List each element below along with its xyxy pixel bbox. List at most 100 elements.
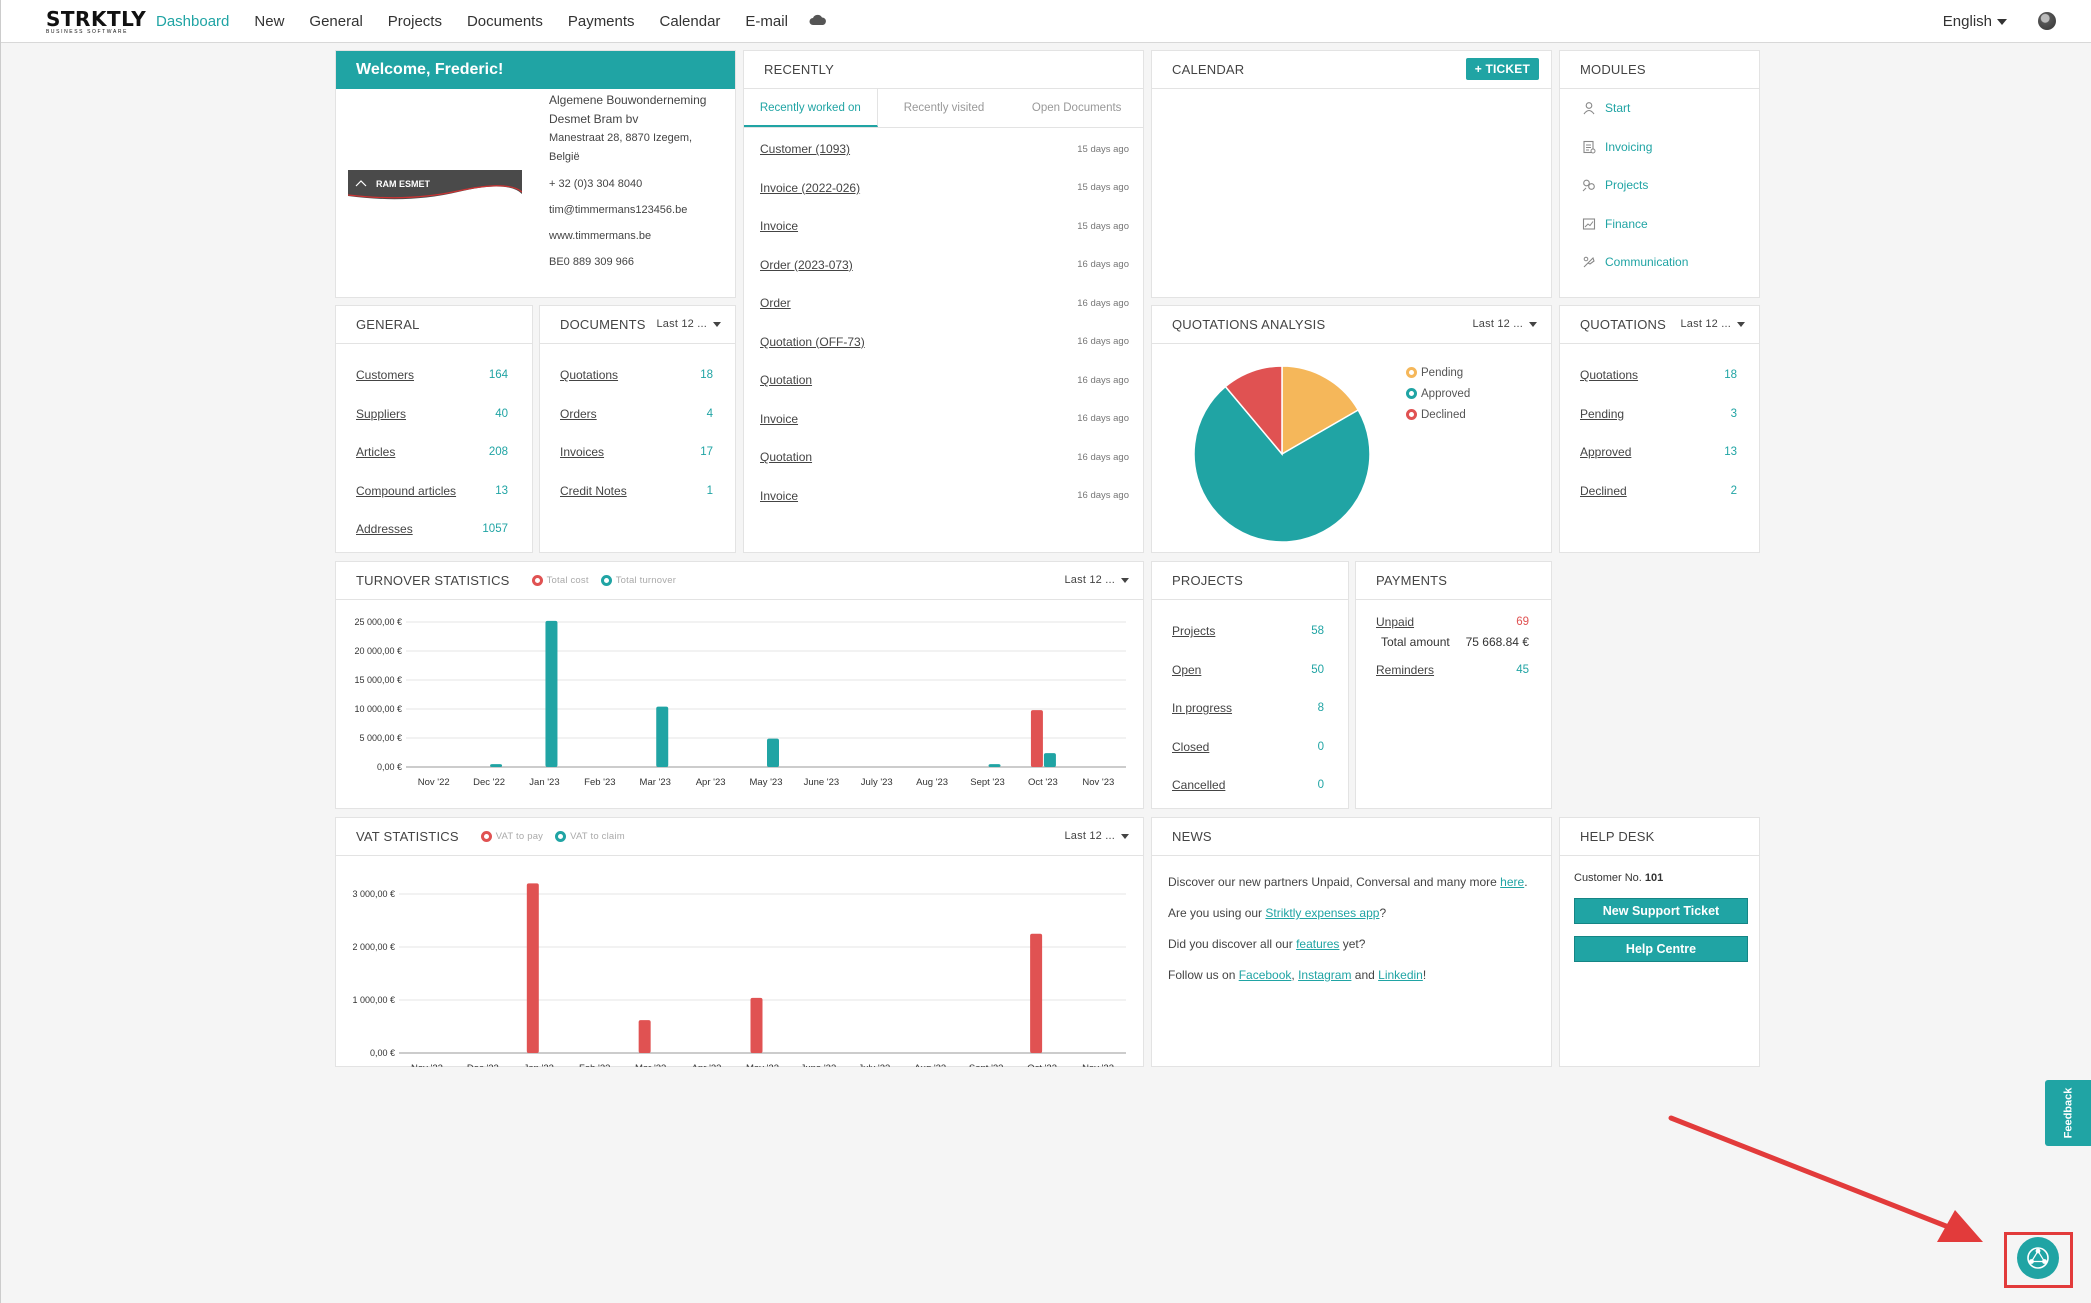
- news-link-instagram[interactable]: Instagram: [1298, 968, 1352, 982]
- documents-link[interactable]: Credit Notes: [560, 483, 627, 498]
- x-tick-label: Jan '23: [524, 1063, 554, 1067]
- list-item: Invoice 16 days ago: [760, 477, 1129, 516]
- x-tick-label: June '23: [801, 1063, 837, 1067]
- feedback-tab[interactable]: Feedback: [2045, 1080, 2091, 1146]
- quotations-panel: QUOTATIONS Last 12 ... Quotations 18 Pend…: [1559, 305, 1760, 553]
- language-select[interactable]: English: [1943, 13, 2007, 30]
- recent-link[interactable]: Customer (1093): [760, 142, 851, 157]
- projects-link[interactable]: Closed: [1172, 739, 1210, 754]
- recent-link[interactable]: Invoice (2022-026): [760, 180, 861, 195]
- module-communication[interactable]: Communication: [1580, 243, 1739, 282]
- payments-title: PAYMENTS: [1376, 573, 1448, 588]
- documents-link[interactable]: Orders: [560, 406, 597, 421]
- turnover-period-select[interactable]: Last 12 ...: [1064, 574, 1129, 586]
- projects-link[interactable]: Cancelled: [1172, 778, 1226, 793]
- module-start[interactable]: Start: [1580, 89, 1739, 128]
- recent-link[interactable]: Quotation: [760, 373, 813, 388]
- nav-new[interactable]: New: [254, 13, 285, 30]
- module-invoicing[interactable]: Invoicing: [1580, 128, 1739, 167]
- recent-link[interactable]: Invoice: [760, 488, 799, 503]
- documents-period-select[interactable]: Last 12 ...: [656, 318, 721, 330]
- legend-label: Declined: [1421, 408, 1466, 421]
- module-finance[interactable]: Finance: [1580, 205, 1739, 244]
- news-text: Did you discover all our: [1168, 937, 1297, 951]
- projects-link[interactable]: Open: [1172, 662, 1202, 677]
- quotations-count: 13: [1724, 446, 1737, 459]
- documents-row-orders: Orders 4: [560, 395, 713, 434]
- x-tick-label: Aug '23: [914, 1063, 946, 1067]
- recent-link[interactable]: Invoice: [760, 411, 799, 426]
- x-tick-label: Dec '22: [473, 777, 505, 788]
- news-line-social: Follow us on Facebook, Instagram and Lin…: [1168, 967, 1535, 983]
- tab-recently-worked-on[interactable]: Recently worked on: [744, 89, 878, 127]
- quotations-link[interactable]: Quotations: [1580, 368, 1639, 383]
- brand-tagline: BUSINESS SOFTWARE: [46, 29, 129, 35]
- nav-calendar[interactable]: Calendar: [659, 13, 721, 30]
- cloud-icon[interactable]: [809, 14, 827, 26]
- new-support-ticket-button[interactable]: New Support Ticket: [1574, 898, 1748, 924]
- general-link[interactable]: Customers: [356, 368, 415, 383]
- chat-launcher-button[interactable]: [2017, 1237, 2059, 1279]
- nav-projects[interactable]: Projects: [387, 13, 442, 30]
- x-tick-label: Jan '23: [529, 777, 559, 788]
- add-ticket-button[interactable]: + Ticket: [1465, 58, 1539, 80]
- news-link-here[interactable]: here: [1500, 875, 1525, 889]
- recent-time: 16 days ago: [1077, 374, 1129, 386]
- projects-link[interactable]: Projects: [1172, 624, 1216, 639]
- quotations-link[interactable]: Pending: [1580, 406, 1625, 421]
- bar: [1043, 753, 1056, 767]
- quotations-period-select[interactable]: Last 12 ...: [1680, 318, 1745, 330]
- recent-time: 16 days ago: [1077, 451, 1129, 463]
- quotations-analysis-period-select[interactable]: Last 12 ...: [1472, 318, 1537, 330]
- feedback-label: Feedback: [2062, 1087, 2075, 1139]
- list-item: Invoice 15 days ago: [760, 207, 1129, 246]
- nav-dashboard[interactable]: Dashboard: [156, 13, 230, 30]
- nav-general[interactable]: General: [309, 13, 363, 30]
- general-link[interactable]: Articles: [356, 445, 396, 460]
- recent-link[interactable]: Quotation: [760, 450, 813, 465]
- recent-link[interactable]: Order: [760, 296, 791, 311]
- general-title: GENERAL: [356, 317, 420, 332]
- general-link[interactable]: Addresses: [356, 522, 413, 537]
- recently-panel: RECENTLY Recently worked on Recently vis…: [743, 50, 1144, 553]
- tab-recently-visited[interactable]: Recently visited: [903, 102, 985, 114]
- invoice-icon: [1583, 140, 1596, 154]
- news-link-features[interactable]: features: [1296, 937, 1340, 951]
- nav-payments[interactable]: Payments: [567, 13, 635, 30]
- documents-link[interactable]: Invoices: [560, 445, 605, 460]
- news-link-linkedin[interactable]: Linkedin: [1378, 968, 1423, 982]
- help-centre-button[interactable]: Help Centre: [1574, 936, 1748, 962]
- legend-label: VAT to pay: [495, 831, 544, 842]
- company-logo-text: RAM ESMET: [376, 179, 430, 189]
- unpaid-link[interactable]: Unpaid: [1376, 615, 1415, 629]
- recent-link[interactable]: Order (2023-073): [760, 257, 853, 272]
- reminders-link[interactable]: Reminders: [1376, 663, 1435, 677]
- recent-link[interactable]: Invoice: [760, 219, 799, 234]
- legend-label: Pending: [1421, 366, 1464, 379]
- projects-link[interactable]: In progress: [1172, 701, 1233, 716]
- bar: [988, 764, 1001, 767]
- legend-marker: [1406, 388, 1417, 399]
- recent-link[interactable]: Quotation (OFF-73): [760, 334, 865, 349]
- tab-open-documents[interactable]: Open Documents: [1031, 102, 1122, 114]
- period-label: Last 12 ...: [1064, 830, 1115, 842]
- news-link-expenses-app[interactable]: Striktly expenses app: [1265, 906, 1380, 920]
- news-link-facebook[interactable]: Facebook: [1238, 968, 1292, 982]
- company-website: www.timmermans.be: [549, 230, 652, 242]
- general-link[interactable]: Suppliers: [356, 406, 407, 421]
- general-header: GENERAL: [336, 306, 532, 344]
- module-projects[interactable]: Projects: [1580, 166, 1739, 205]
- list-item: Order 16 days ago: [760, 284, 1129, 323]
- module-label: Invoicing: [1605, 139, 1653, 154]
- quotations-link[interactable]: Declined: [1580, 483, 1627, 498]
- nav-email[interactable]: E-mail: [745, 13, 788, 30]
- brand-logo[interactable]: STRKTLY BUSINESS SOFTWARE: [46, 9, 146, 35]
- general-link[interactable]: Compound articles: [356, 483, 457, 498]
- general-row-customers: Customers 164: [356, 356, 508, 395]
- user-avatar[interactable]: [2038, 12, 2056, 30]
- vat-period-select[interactable]: Last 12 ...: [1064, 830, 1129, 842]
- documents-link[interactable]: Quotations: [560, 368, 619, 383]
- quotations-link[interactable]: Approved: [1580, 445, 1632, 460]
- nav-documents[interactable]: Documents: [466, 13, 543, 30]
- list-item: Order (2023-073) 16 days ago: [760, 246, 1129, 285]
